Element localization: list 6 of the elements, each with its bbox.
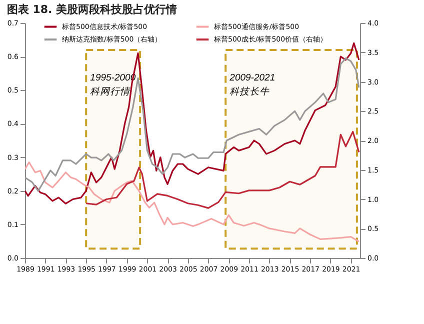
line-series (25, 162, 360, 242)
line-series (25, 57, 360, 192)
chart-title: 图表 18. 美股两段科技股占优行情 (6, 3, 178, 16)
line-series (25, 42, 360, 204)
band-label: 2009-2021 科技长牛 (228, 72, 276, 98)
line-series (85, 130, 360, 209)
